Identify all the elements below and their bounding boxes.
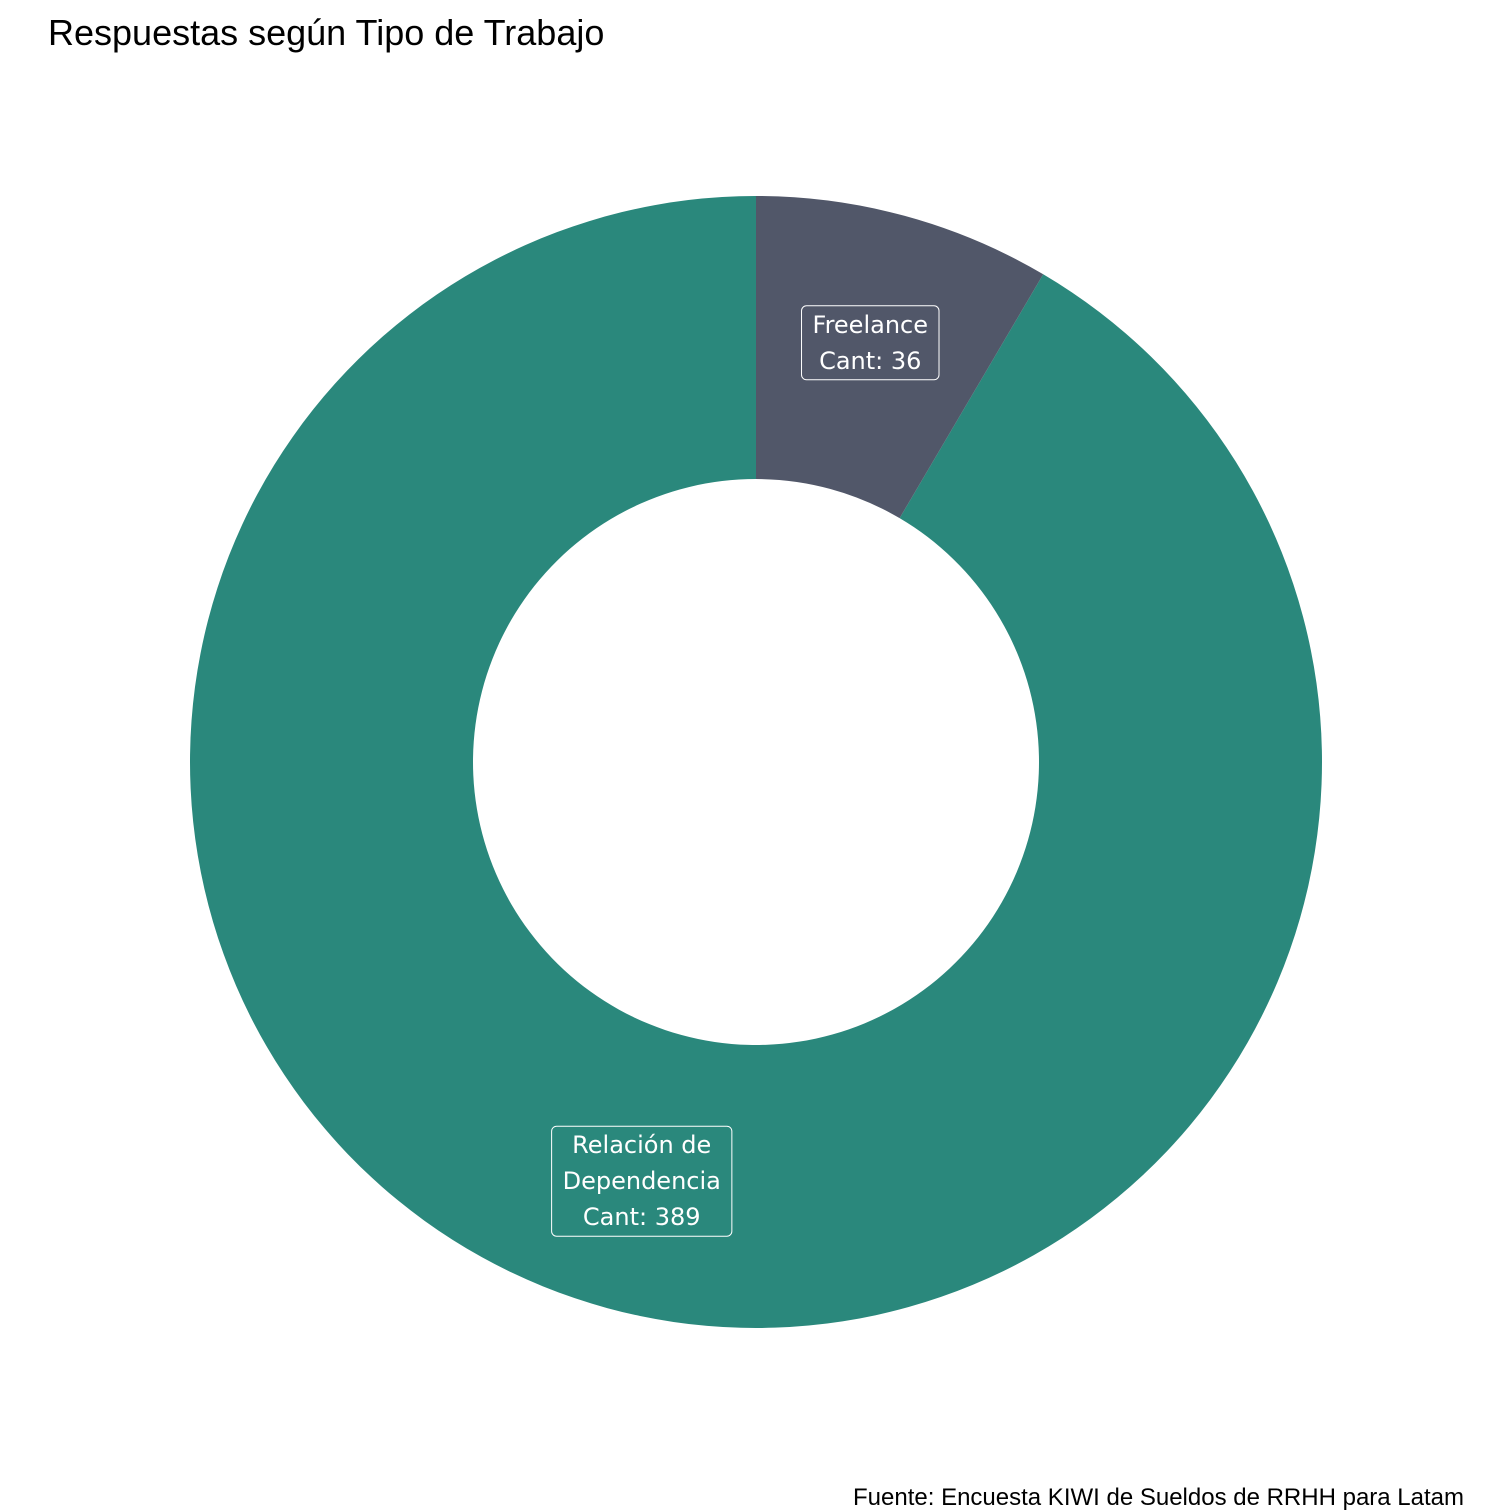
label-line: Cant: 389 [583, 1203, 701, 1231]
slice-label-1: Freelance Cant: 36 [801, 305, 940, 381]
label-line: Cant: 36 [819, 347, 921, 375]
label-box [551, 1125, 733, 1237]
label-line: Dependencia [563, 1167, 721, 1195]
label-line: Relación de [572, 1131, 711, 1159]
slice-0 [189, 196, 1323, 1328]
labels-layer: Relación de Dependencia Cant: 389 Freelance… [551, 305, 940, 1237]
slices-layer [189, 196, 1323, 1328]
label-box [801, 305, 940, 381]
slice-1 [756, 196, 1044, 519]
chart-title: Respuestas según Tipo de Trabajo [48, 12, 605, 53]
chart-caption: Fuente: Encuesta KIWI de Sueldos de RRHH… [853, 1484, 1464, 1511]
slice-label-0: Relación de Dependencia Cant: 389 [551, 1125, 733, 1237]
label-line: Freelance [813, 311, 928, 339]
